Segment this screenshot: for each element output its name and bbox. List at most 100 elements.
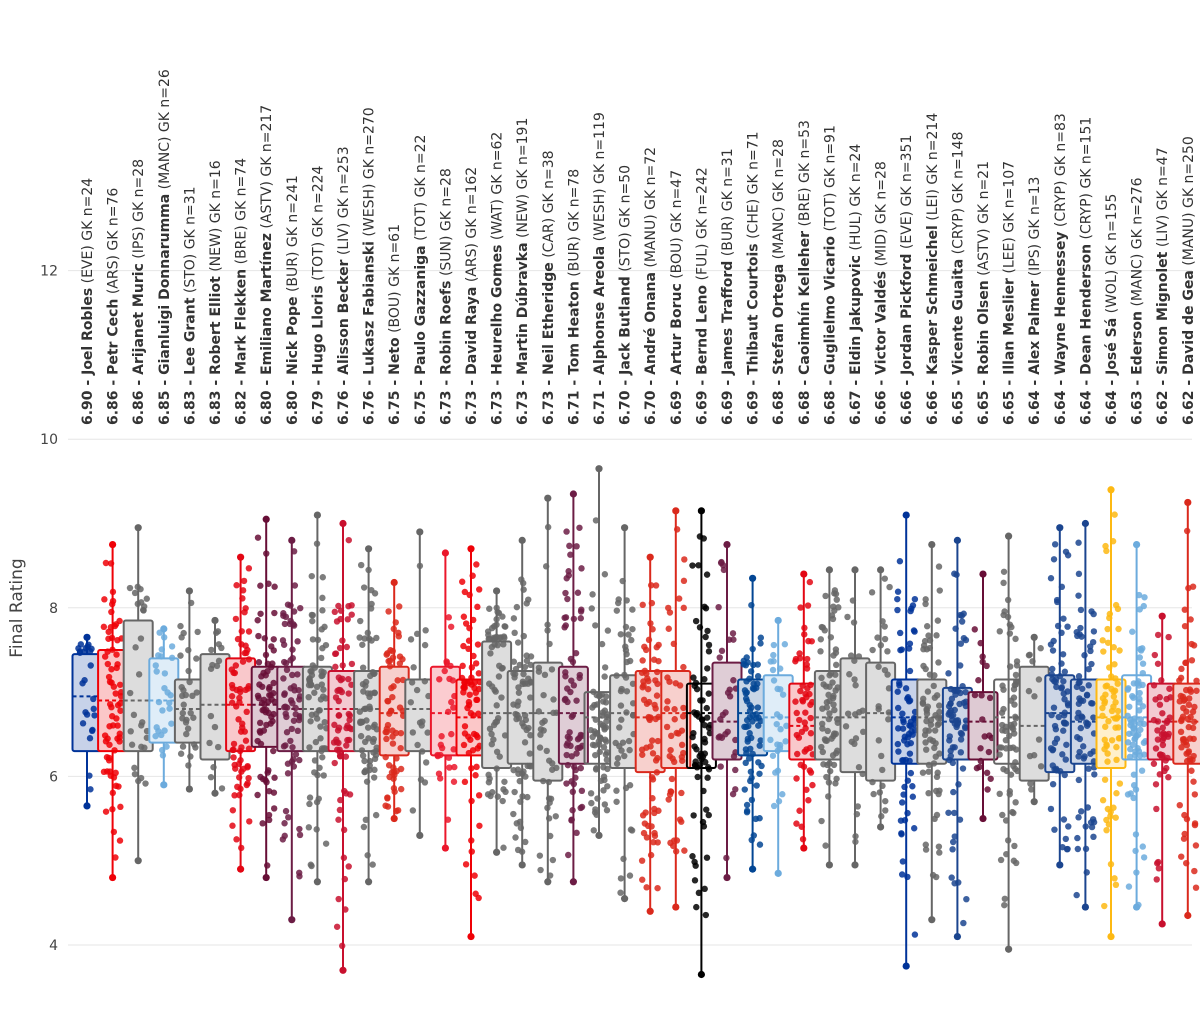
data-point	[519, 770, 526, 777]
data-point	[1085, 682, 1092, 689]
player-label: 6.73 - Robin Roefs (SUN) GK n=28	[438, 168, 454, 425]
data-point	[979, 653, 986, 660]
data-point	[183, 730, 190, 738]
data-point	[306, 744, 313, 751]
data-point	[825, 715, 833, 723]
data-point	[499, 797, 506, 805]
data-point	[109, 540, 117, 549]
data-point	[691, 877, 699, 884]
data-point	[270, 636, 277, 643]
player-name: Illan Meslier	[1002, 278, 1018, 375]
data-point	[264, 660, 272, 668]
data-point	[518, 536, 526, 544]
data-point	[134, 857, 142, 865]
player-team: (STO) GK n=31	[182, 186, 198, 297]
data-point	[894, 606, 901, 614]
data-point	[361, 705, 368, 713]
data-point	[239, 587, 247, 594]
player-rating: 6.80 -	[285, 375, 301, 425]
box-group	[1146, 612, 1178, 928]
data-point	[1090, 714, 1097, 721]
data-point	[245, 565, 253, 572]
data-point	[1090, 628, 1098, 635]
data-point	[414, 741, 421, 749]
data-point	[799, 682, 806, 689]
data-point	[468, 797, 475, 805]
data-point	[779, 791, 786, 798]
box-group	[353, 545, 385, 886]
data-point	[1026, 752, 1034, 760]
data-point	[859, 770, 866, 778]
data-point	[385, 608, 392, 615]
data-point	[331, 650, 339, 658]
data-point	[672, 848, 680, 855]
data-point	[82, 709, 89, 716]
data-point	[833, 716, 841, 723]
data-point	[907, 739, 914, 747]
data-point	[1126, 703, 1133, 710]
data-point	[255, 632, 262, 640]
data-point	[702, 758, 709, 766]
data-point	[907, 769, 915, 777]
data-point	[587, 790, 595, 797]
data-point	[1053, 735, 1061, 743]
y-tick-label: 4	[49, 938, 58, 954]
data-point	[524, 680, 532, 687]
data-point	[613, 798, 620, 805]
data-point	[493, 633, 500, 641]
data-point	[603, 807, 611, 814]
data-point	[592, 716, 600, 723]
data-point	[316, 764, 323, 771]
data-point	[390, 683, 397, 690]
data-point	[345, 675, 352, 683]
data-point	[134, 524, 142, 532]
data-point	[296, 756, 303, 764]
data-point	[1151, 651, 1159, 659]
data-point	[1190, 752, 1197, 760]
data-point	[1089, 700, 1096, 707]
box-group	[865, 566, 897, 831]
data-point	[934, 714, 942, 722]
data-point	[421, 678, 429, 685]
data-point	[117, 700, 124, 707]
data-point	[544, 804, 551, 812]
data-point	[318, 747, 325, 755]
data-point	[311, 757, 319, 764]
data-point	[468, 848, 475, 855]
data-point	[622, 647, 630, 654]
data-point	[645, 677, 652, 685]
data-point	[1164, 754, 1171, 762]
data-point	[486, 680, 493, 687]
data-point	[357, 718, 364, 725]
data-point	[409, 807, 417, 814]
data-point	[1127, 721, 1134, 729]
data-point	[681, 556, 688, 563]
data-point	[373, 634, 380, 642]
data-point	[770, 658, 777, 665]
data-point	[289, 646, 296, 653]
data-point	[238, 844, 245, 852]
data-point	[594, 730, 601, 737]
data-point	[306, 794, 314, 801]
data-point	[361, 768, 368, 776]
data-point	[342, 906, 349, 913]
player-name: Alex Palmer	[1027, 281, 1043, 375]
data-point	[743, 697, 751, 705]
data-point	[757, 640, 764, 647]
data-point	[363, 717, 370, 724]
data-point	[338, 942, 346, 950]
data-point	[800, 844, 808, 852]
data-point	[1180, 835, 1188, 842]
data-point	[722, 709, 729, 716]
data-point	[564, 595, 571, 603]
data-point	[569, 878, 578, 886]
data-point	[1005, 532, 1013, 540]
data-point	[361, 635, 368, 642]
data-point	[596, 692, 603, 700]
data-point	[1135, 591, 1143, 599]
data-point	[441, 667, 448, 675]
data-point	[1077, 606, 1085, 614]
data-point	[1132, 831, 1140, 838]
data-point	[817, 636, 825, 643]
data-point	[923, 746, 930, 753]
